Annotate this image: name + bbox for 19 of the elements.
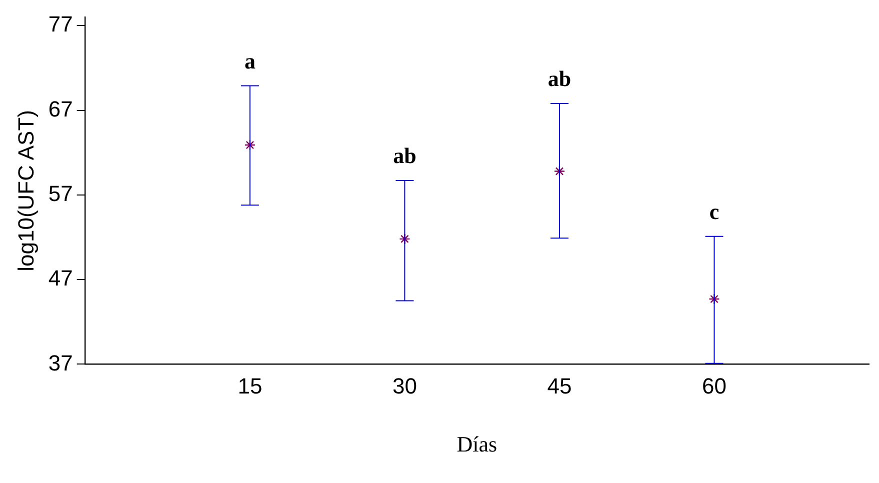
annotation: ab xyxy=(548,66,572,92)
y-tick-label: 37 xyxy=(48,350,73,376)
x-tick-label: 15 xyxy=(238,373,262,398)
y-tick-label: 57 xyxy=(48,180,73,206)
point xyxy=(399,233,410,245)
point xyxy=(708,293,720,305)
y-axis-title: log10(UFC AST) xyxy=(13,110,38,272)
y-tick-label: 77 xyxy=(48,12,73,37)
annotation: a xyxy=(244,48,256,74)
x-tick-label: 60 xyxy=(702,373,726,398)
annotation: ab xyxy=(393,143,416,168)
x-tick-label: 30 xyxy=(392,373,417,398)
y-tick-label: 47 xyxy=(48,266,73,291)
y-tick-label: 67 xyxy=(48,96,73,122)
point xyxy=(244,139,256,151)
point xyxy=(554,166,566,177)
annotation: c xyxy=(709,199,720,224)
x-axis-title: Días xyxy=(456,432,498,457)
x-tick-label: 45 xyxy=(547,373,572,398)
